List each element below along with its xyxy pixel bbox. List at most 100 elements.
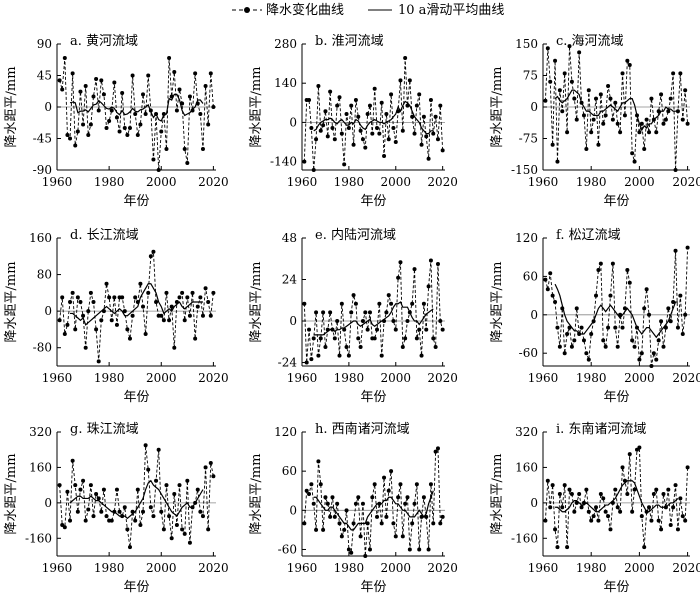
data-point [141, 304, 146, 309]
series-raw-line [59, 445, 214, 548]
data-point [211, 105, 216, 109]
y-tick-label: 320 [29, 425, 52, 439]
data-point [417, 92, 422, 97]
data-point [543, 518, 548, 523]
data-point [586, 88, 591, 93]
data-point [339, 301, 344, 306]
data-point [174, 523, 179, 527]
data-point [94, 492, 99, 496]
x-tick-label: 1960 [287, 561, 318, 575]
data-point [659, 92, 664, 97]
data-point [417, 547, 422, 552]
data-point [618, 130, 623, 135]
series-raw-line [303, 260, 444, 363]
y-tick-label: 0 [289, 314, 297, 328]
data-point [586, 509, 591, 514]
x-tick-label: 2020 [427, 561, 458, 575]
y-axis-title: 降水距平/mm [249, 453, 264, 534]
x-tick-label: 2020 [198, 561, 229, 575]
data-point [622, 113, 627, 118]
y-tick-label: 0 [530, 496, 538, 510]
data-point [668, 319, 673, 324]
data-point [550, 142, 555, 147]
y-tick-label: -90 [33, 163, 52, 177]
x-tick-label: 1960 [528, 175, 559, 189]
legend: 降水变化曲线 10 a滑动平均曲线 [232, 2, 504, 18]
data-point [309, 126, 314, 130]
data-point [323, 344, 328, 349]
data-point [146, 73, 151, 78]
data-point [360, 137, 365, 142]
data-point [314, 137, 319, 142]
x-tick-label: 1980 [334, 175, 365, 189]
data-point [143, 332, 148, 336]
data-point [438, 103, 443, 108]
data-point [365, 112, 370, 116]
data-point [428, 482, 433, 487]
data-point [419, 353, 424, 358]
data-point [683, 312, 688, 317]
data-point [663, 117, 668, 122]
data-point [73, 143, 78, 148]
data-point [562, 483, 567, 488]
data-point [377, 301, 382, 306]
data-point [557, 88, 562, 93]
data-point [125, 327, 130, 332]
data-point [193, 336, 198, 341]
data-point [146, 290, 151, 295]
data-point [138, 281, 143, 286]
data-point [335, 103, 340, 108]
panel-title: c. 海河流域 [556, 34, 624, 49]
data-point [73, 327, 78, 332]
series-smooth-line [554, 283, 678, 339]
data-point [606, 514, 611, 519]
data-point [572, 338, 577, 343]
series-raw-line [59, 57, 214, 171]
data-point [330, 126, 335, 130]
data-point [187, 540, 192, 545]
data-point [339, 534, 344, 539]
data-point [148, 505, 153, 510]
y-tick-label: 45 [37, 69, 52, 83]
y-tick-label: 160 [29, 231, 52, 245]
x-axis-title: 年份 [360, 580, 386, 593]
data-point [344, 344, 349, 349]
data-point [307, 492, 312, 496]
data-point [109, 108, 114, 113]
data-point [101, 92, 106, 97]
series-raw-line [59, 250, 214, 362]
data-point [620, 71, 625, 76]
y-tick-label: -24 [278, 356, 298, 370]
y-tick-label: 320 [515, 425, 538, 439]
data-point [311, 336, 316, 341]
data-point [393, 140, 398, 144]
y-tick-label: -60 [519, 346, 538, 360]
data-point [365, 327, 370, 332]
data-point [596, 142, 601, 147]
data-point [589, 332, 594, 336]
data-point [647, 505, 652, 510]
data-point [433, 344, 438, 349]
data-point [141, 509, 146, 514]
data-point [96, 108, 101, 113]
data-point [107, 295, 112, 300]
y-tick-label: 120 [274, 425, 297, 439]
data-point [323, 109, 328, 114]
data-point [377, 131, 382, 136]
data-point [325, 501, 330, 506]
data-point [161, 527, 166, 532]
data-point [424, 134, 429, 139]
data-point [112, 295, 117, 300]
data-point [330, 495, 335, 500]
data-point [208, 313, 213, 318]
data-point [673, 248, 678, 253]
data-point [393, 534, 398, 539]
data-point [321, 123, 326, 128]
data-point [557, 344, 562, 349]
data-point [353, 501, 358, 506]
data-point [675, 325, 680, 330]
x-tick-label: 2000 [624, 561, 655, 575]
data-point [151, 249, 156, 254]
data-point [431, 521, 436, 526]
